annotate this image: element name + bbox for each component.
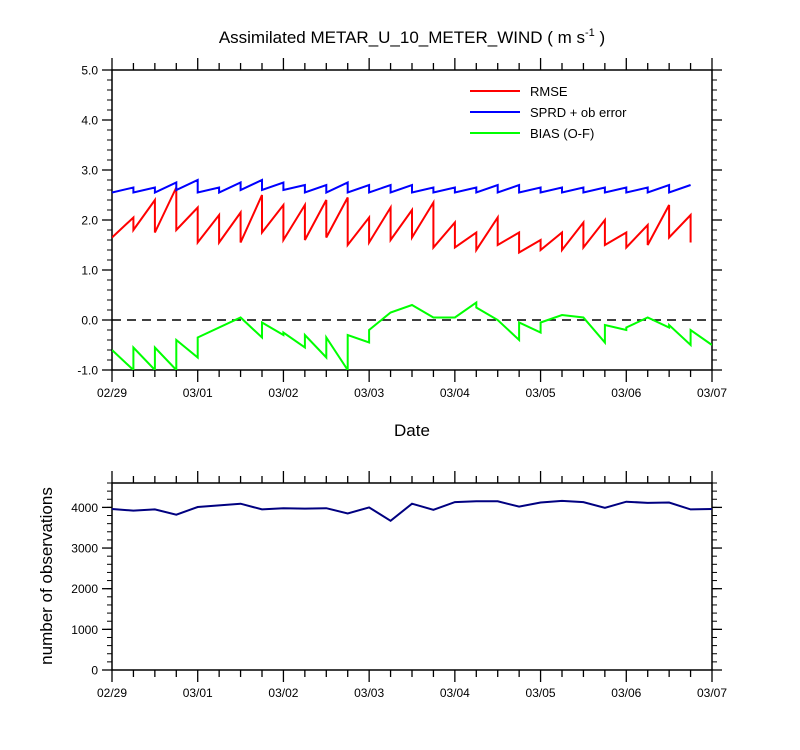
x-tick-label: 03/01 (183, 686, 213, 700)
y-tick-label: 3.0 (81, 164, 98, 178)
bias-line (112, 300, 712, 370)
title-main: Assimilated METAR_U_10_METER_WIND ( m s (219, 28, 585, 47)
x-tick-label: 03/06 (611, 686, 641, 700)
x-tick-label: 03/03 (354, 686, 384, 700)
y-tick-label: 1000 (71, 623, 98, 637)
x-tick-label: 03/01 (183, 386, 213, 400)
observations-line (111, 499, 713, 523)
y-tick-label: 2000 (71, 582, 98, 596)
x-tick-label: 03/07 (697, 386, 727, 400)
x-tick-label: 03/04 (440, 386, 470, 400)
legend-label: SPRD + ob error (530, 105, 627, 120)
y-tick-label: 3000 (71, 542, 98, 556)
legend: RMSE SPRD + ob error BIAS (O-F) (470, 84, 627, 141)
x-tick-label: 03/03 (354, 386, 384, 400)
rmse-line (112, 187, 692, 255)
y-tick-label: 0.0 (81, 314, 98, 328)
x-tick-label: 02/29 (97, 386, 127, 400)
plot-frame (111, 482, 713, 671)
y-tick-label: 1.0 (81, 264, 98, 278)
legend-sprd: SPRD + ob error (470, 105, 627, 120)
y-tick-label: 5.0 (81, 64, 98, 78)
title-exponent: -1 (585, 27, 595, 39)
legend-rmse: RMSE (470, 84, 568, 99)
x-tick-label: 03/02 (268, 686, 298, 700)
x-tick-label: 03/04 (440, 686, 470, 700)
x-tick-label: 03/05 (526, 386, 556, 400)
title-close: ) (595, 28, 605, 47)
y-tick-label: -1.0 (77, 364, 98, 378)
y-tick-label: 2.0 (81, 214, 98, 228)
x-axis-label: Date (394, 421, 430, 440)
legend-bias: BIAS (O-F) (470, 126, 594, 141)
y-tick-label: 4.0 (81, 114, 98, 128)
legend-label: BIAS (O-F) (530, 126, 594, 141)
x-tick-label: 03/02 (268, 386, 298, 400)
x-tick-label: 03/06 (611, 386, 641, 400)
y-tick-label: 4000 (71, 501, 98, 515)
y-axis-label-bottom: number of observations (37, 487, 56, 665)
chart-title: Assimilated METAR_U_10_METER_WIND ( m s-… (219, 27, 605, 47)
sprd-line (112, 178, 691, 195)
x-tick-label: 03/07 (697, 686, 727, 700)
y-tick-label: 0 (91, 664, 98, 678)
legend-label: RMSE (530, 84, 568, 99)
top-panel: 5.0 4.0 3.0 2.0 1.0 0.0 -1.0 02/29 03/01 03/02 03/… (77, 58, 727, 400)
x-tick-label: 02/29 (97, 686, 127, 700)
x-tick-label: 03/05 (526, 686, 556, 700)
bottom-panel: 4000 3000 2000 1000 0 02/29 03/01 03/02 03/03 03/… (71, 471, 727, 700)
